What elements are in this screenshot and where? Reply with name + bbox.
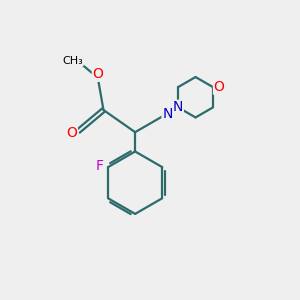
Text: CH₃: CH₃ bbox=[62, 56, 83, 66]
Text: O: O bbox=[67, 126, 77, 140]
Text: methyl: methyl bbox=[73, 56, 78, 58]
Text: F: F bbox=[96, 159, 104, 172]
Text: N: N bbox=[173, 100, 183, 114]
Text: N: N bbox=[162, 106, 172, 121]
Text: O: O bbox=[92, 67, 103, 81]
Text: O: O bbox=[214, 80, 224, 94]
